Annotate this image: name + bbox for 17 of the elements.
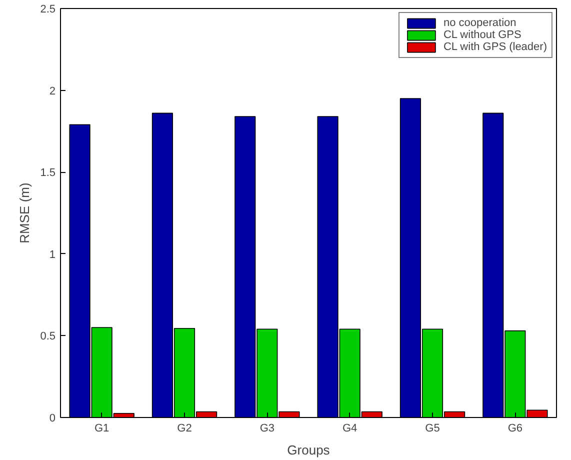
x-tick-label: G6: [508, 422, 523, 434]
x-tick-label: G4: [342, 422, 358, 434]
y-tick-label: 2.5: [40, 4, 56, 16]
y-tick-label: 1.5: [40, 167, 56, 180]
y-tick-label: 0.5: [40, 330, 56, 343]
x-tick-label: G2: [177, 422, 192, 434]
legend-label: no cooperation: [443, 17, 516, 29]
y-tick-label: 1: [49, 248, 56, 261]
x-axis-title: Groups: [287, 442, 330, 458]
legend-label: CL without GPS: [443, 29, 522, 41]
x-tick-label: G3: [260, 422, 275, 434]
y-tick-label: 2: [49, 85, 56, 98]
y-axis-title: RMSE (m): [17, 182, 32, 244]
x-tick-label: G1: [94, 422, 110, 434]
y-tick-label: 0: [49, 412, 56, 424]
x-tick-label: G5: [425, 422, 440, 434]
legend-label: CL with GPS (leader): [443, 41, 547, 53]
